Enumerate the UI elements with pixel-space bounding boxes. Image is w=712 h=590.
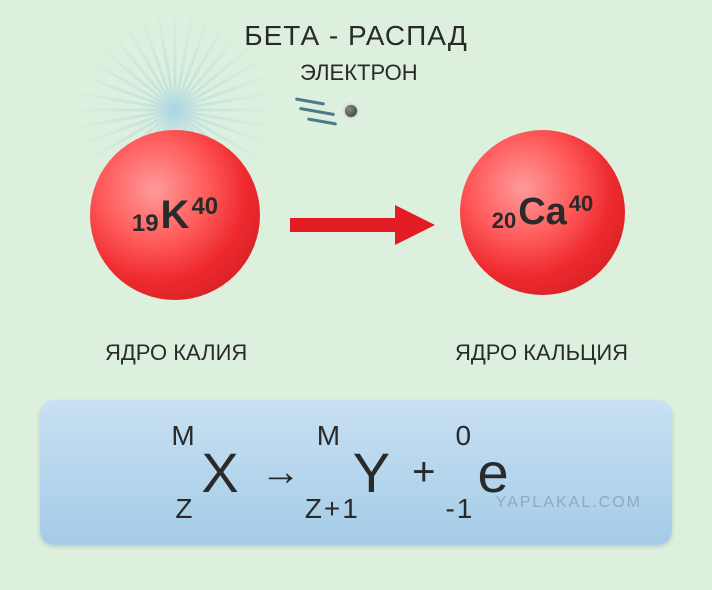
formula-y-sub: Z+1 [305, 493, 360, 525]
parent-element-symbol: K [161, 193, 190, 238]
formula-plus: + [412, 450, 437, 495]
formula-arrow: → [261, 450, 303, 495]
daughter-nucleus: 20 Ca 40 [460, 130, 625, 295]
formula-x-main: X [201, 441, 240, 504]
daughter-mass-number: 40 [569, 191, 593, 217]
formula-x-sup: М [171, 420, 196, 452]
decay-formula: М X Z → М Y Z+1 + 0 е -1 [201, 440, 510, 505]
decay-arrow-icon [290, 210, 440, 240]
formula-box: М X Z → М Y Z+1 + 0 е -1 [40, 400, 672, 545]
parent-nucleus: 19 K 40 [90, 130, 260, 300]
formula-y-sup: М [317, 420, 342, 452]
watermark: YAPLAKAL.COM [496, 494, 642, 512]
diagram-title: БЕТА - РАСПАД [244, 20, 468, 52]
formula-e-sub: -1 [445, 493, 474, 525]
parent-sphere: 19 K 40 [90, 130, 260, 300]
daughter-element-symbol: Ca [518, 191, 567, 234]
formula-y-term: М Y Z+1 [353, 440, 392, 505]
parent-mass-number: 40 [191, 193, 218, 221]
formula-x-term: М X Z [201, 440, 240, 505]
formula-e-sup: 0 [455, 420, 473, 452]
daughter-nucleus-label: 20 Ca 40 [492, 191, 594, 234]
daughter-sphere: 20 Ca 40 [460, 130, 625, 295]
daughter-atomic-number: 20 [492, 208, 516, 234]
parent-atomic-number: 19 [132, 210, 159, 238]
parent-nucleus-label: 19 K 40 [132, 193, 218, 238]
parent-caption: ЯДРО КАЛИЯ [105, 340, 247, 366]
electron-label: ЭЛЕКТРОН [300, 60, 418, 86]
daughter-caption: ЯДРО КАЛЬЦИЯ [455, 340, 628, 366]
formula-x-sub: Z [175, 493, 194, 525]
electron-particle-icon [345, 105, 357, 117]
